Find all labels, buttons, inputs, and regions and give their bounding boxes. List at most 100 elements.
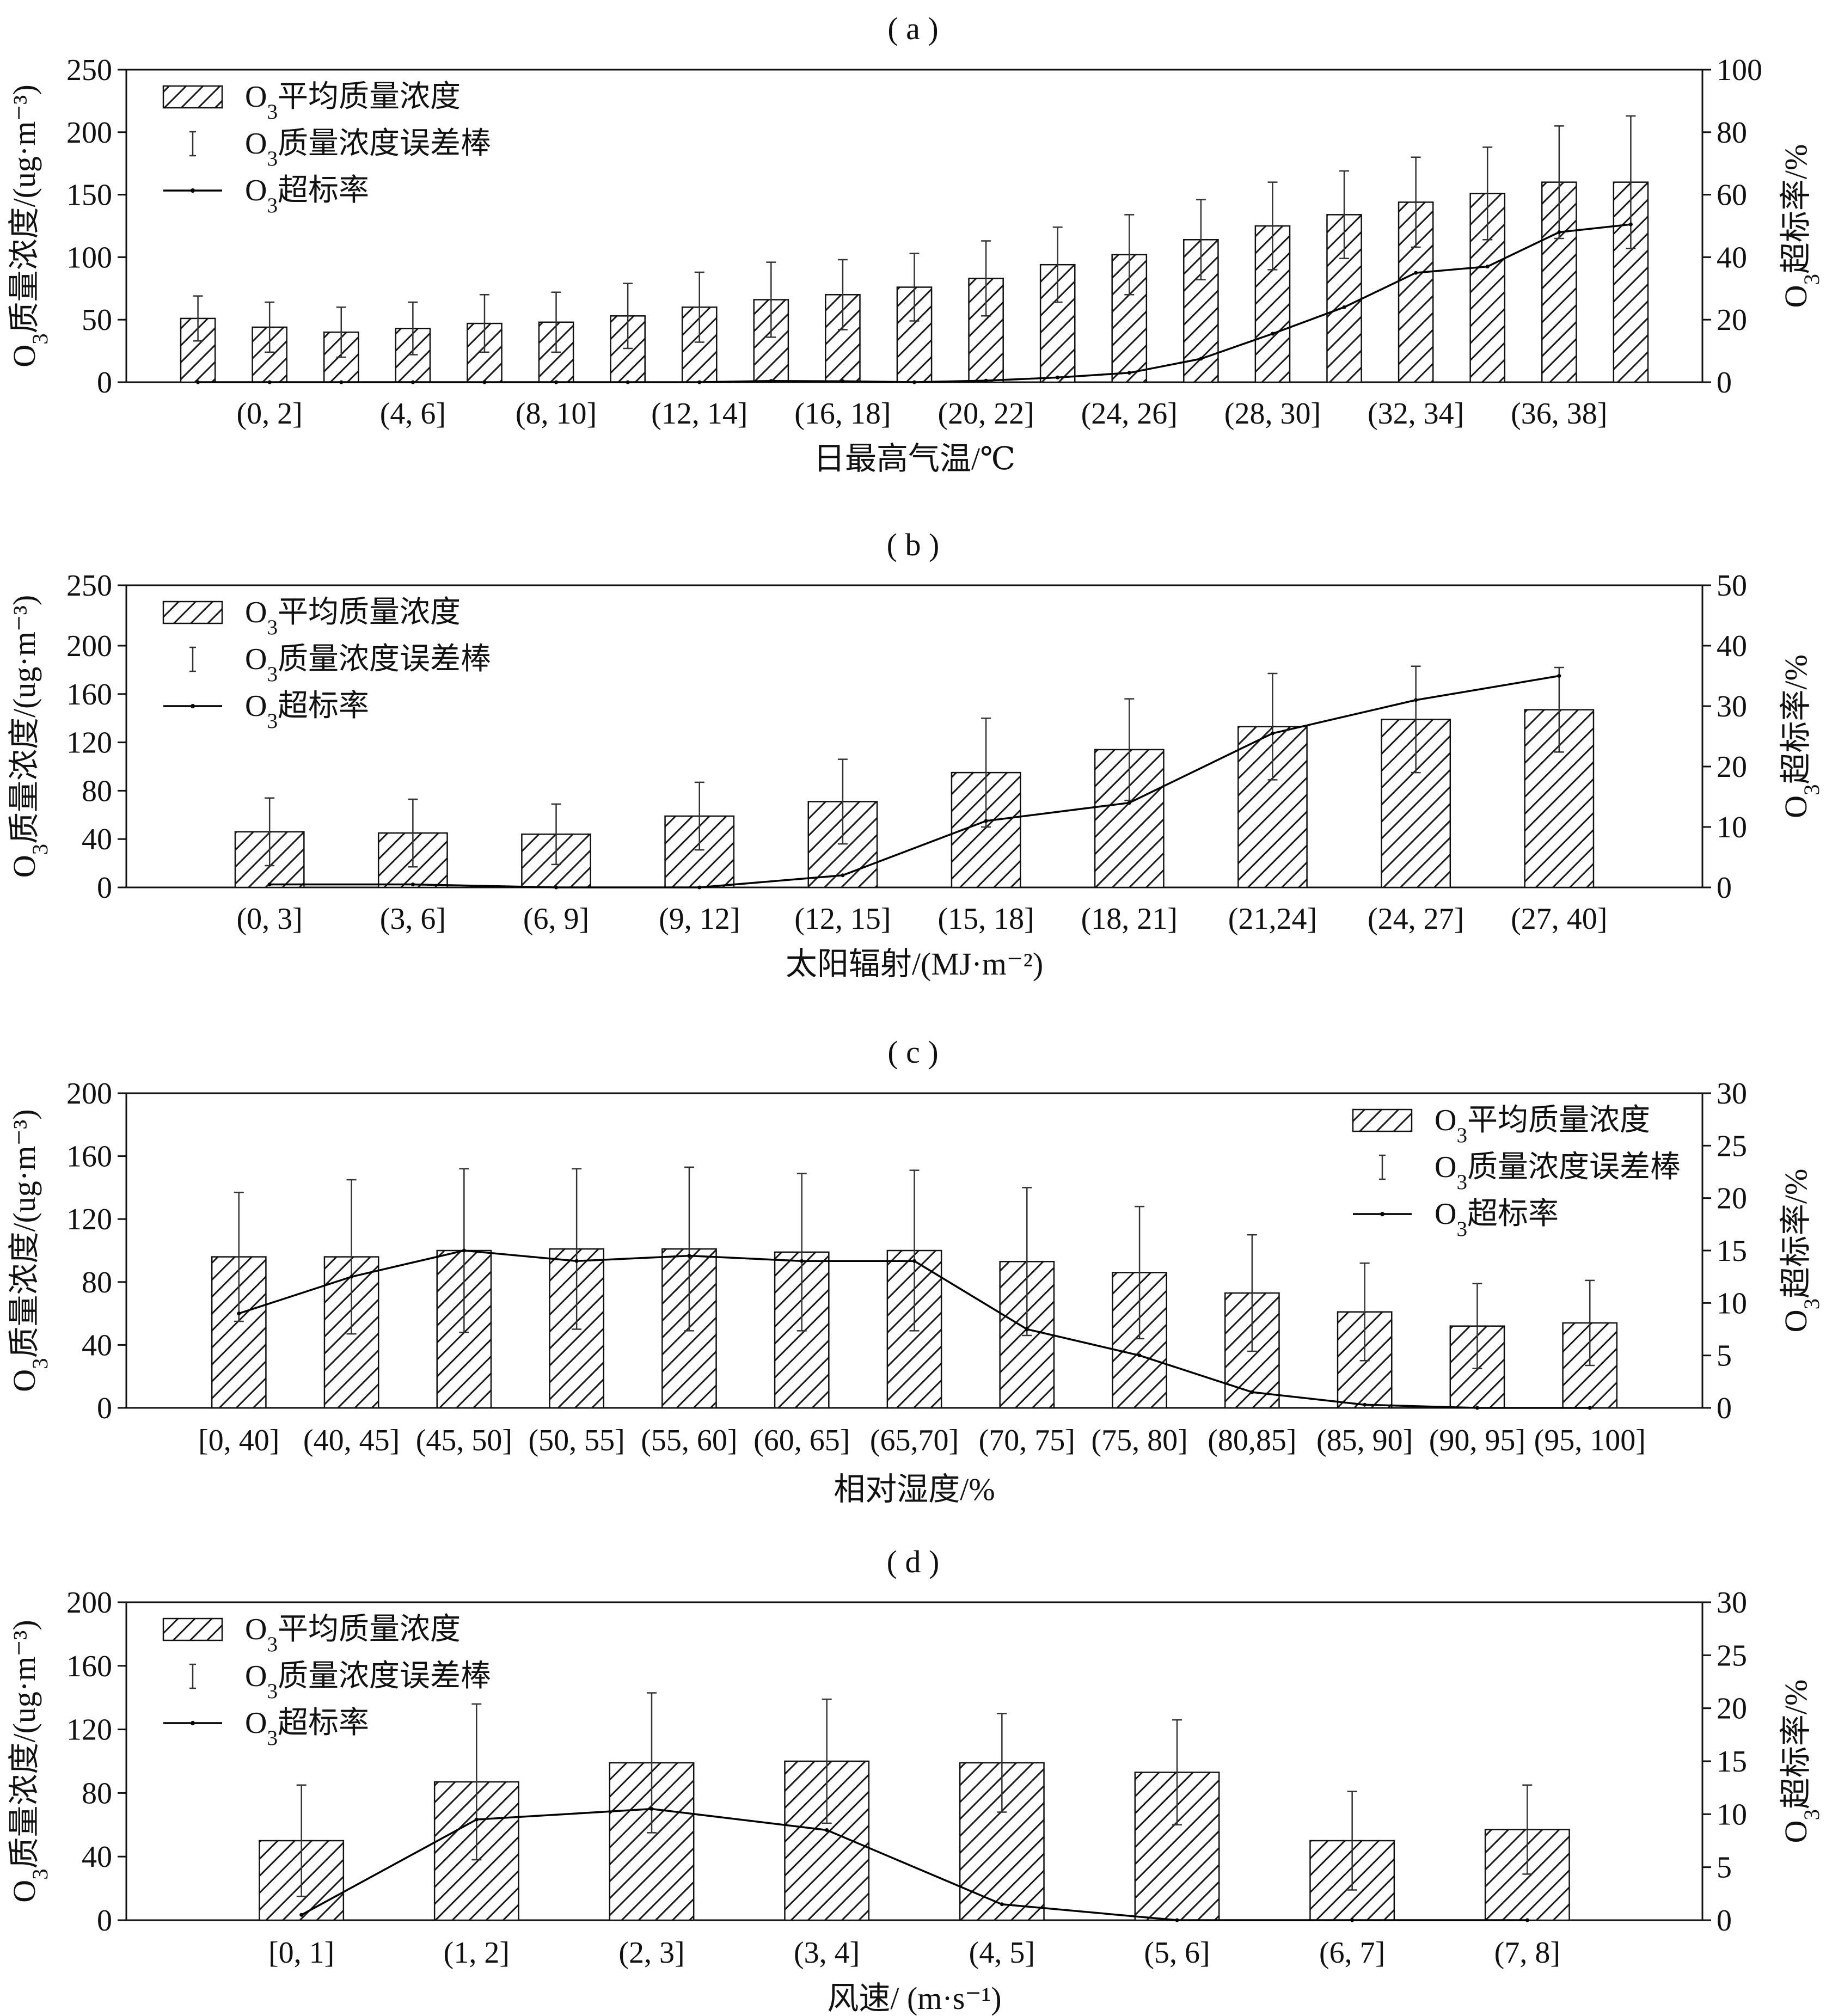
bar bbox=[1613, 181, 1649, 383]
category-label: (2, 3] bbox=[618, 1936, 684, 1970]
category-label: (3, 4] bbox=[794, 1936, 860, 1970]
legend-label: O3超标率 bbox=[245, 1706, 369, 1750]
legend-label: O3平均质量浓度 bbox=[245, 596, 461, 639]
y-tick-label: 50 bbox=[82, 303, 112, 337]
rate-point bbox=[410, 380, 415, 384]
y-tick-label: 200 bbox=[66, 116, 112, 150]
rate-point bbox=[1127, 371, 1131, 375]
y-axis-title: O3质量浓度/(ug·m⁻³) bbox=[7, 84, 52, 367]
y2-tick-label: 30 bbox=[1717, 1586, 1747, 1620]
legend-label: O3超标率 bbox=[245, 174, 369, 217]
y-tick-label: 200 bbox=[66, 629, 112, 663]
y2-tick-label: 50 bbox=[1717, 569, 1747, 603]
category-label: (40, 45] bbox=[303, 1424, 400, 1457]
rate-point bbox=[1342, 305, 1346, 309]
rate-point bbox=[1414, 698, 1418, 702]
rate-point bbox=[410, 882, 415, 886]
bar bbox=[1469, 193, 1506, 383]
rate-point bbox=[1557, 674, 1561, 678]
legend-swatch-point bbox=[191, 188, 195, 193]
category-label: (20, 22] bbox=[937, 397, 1034, 431]
category-label: (0, 3] bbox=[237, 902, 303, 936]
y-axis-title: O3质量浓度/(ug·m⁻³) bbox=[7, 1620, 52, 1902]
y-tick-label: 40 bbox=[82, 1328, 112, 1362]
rate-point bbox=[1557, 230, 1561, 234]
y-tick-label: 160 bbox=[66, 1140, 112, 1174]
category-label: (7, 8] bbox=[1494, 1936, 1560, 1970]
rate-point bbox=[912, 1259, 916, 1263]
category-label: (16, 18] bbox=[794, 397, 891, 431]
rate-point bbox=[1485, 265, 1490, 269]
x-axis-title: 太阳辐射/(MJ·m⁻²) bbox=[786, 946, 1043, 982]
rate-point bbox=[574, 1259, 579, 1263]
rate-point bbox=[462, 1248, 466, 1253]
y-tick-label: 0 bbox=[97, 871, 112, 905]
y-tick-label: 200 bbox=[66, 1077, 112, 1111]
y2-tick-label: 0 bbox=[1717, 1904, 1732, 1938]
y2-tick-label: 40 bbox=[1717, 241, 1747, 274]
chart-panel-3: ( c ) 0 40 80 120 160 200 0 5 10 15 20 25 30 [0, 40] (4… bbox=[7, 1034, 1824, 1507]
rate-point bbox=[339, 380, 344, 384]
y2-tick-label: 10 bbox=[1717, 1798, 1747, 1831]
y-tick-label: 160 bbox=[66, 1650, 112, 1683]
y2-tick-label: 10 bbox=[1717, 811, 1747, 844]
legend-label: O3质量浓度误差棒 bbox=[245, 642, 491, 686]
rate-point bbox=[841, 379, 845, 383]
rate-point bbox=[1175, 1918, 1179, 1922]
category-label: (9, 12] bbox=[659, 902, 740, 936]
y-axis-title: O3质量浓度/(ug·m⁻³) bbox=[7, 595, 52, 878]
rate-line bbox=[269, 675, 1560, 888]
rate-point bbox=[474, 1817, 479, 1822]
y-tick-label: 120 bbox=[66, 1203, 112, 1236]
rate-point bbox=[1628, 222, 1633, 226]
category-label: (50, 55] bbox=[528, 1424, 624, 1457]
category-label: (75, 80] bbox=[1091, 1424, 1187, 1457]
legend-swatch-bar bbox=[162, 85, 223, 109]
panel-label: ( c ) bbox=[887, 1034, 938, 1070]
rate-point bbox=[350, 1274, 354, 1279]
rate-point bbox=[554, 885, 559, 890]
y-tick-label: 80 bbox=[82, 1266, 112, 1300]
rate-point bbox=[626, 380, 630, 384]
rate-point bbox=[769, 379, 773, 383]
x-axis-title: 日最高气温/℃ bbox=[813, 441, 1015, 476]
y2-tick-label: 15 bbox=[1717, 1745, 1747, 1779]
x-axis-title: 风速/ (m·s⁻¹) bbox=[827, 1981, 1001, 2016]
category-label: (28, 30] bbox=[1224, 397, 1321, 431]
rate-point bbox=[984, 378, 988, 383]
category-label: (32, 34] bbox=[1368, 397, 1464, 431]
y2-tick-label: 0 bbox=[1717, 871, 1732, 905]
y2-axis-title: O3超标率/% bbox=[1778, 1169, 1824, 1333]
y2-tick-label: 15 bbox=[1717, 1234, 1747, 1268]
legend-label: O3平均质量浓度 bbox=[245, 1613, 461, 1656]
y-tick-label: 150 bbox=[66, 179, 112, 212]
y-tick-label: 40 bbox=[82, 823, 112, 856]
category-label: (70, 75] bbox=[979, 1424, 1075, 1457]
y-tick-label: 80 bbox=[82, 1776, 112, 1810]
y2-tick-label: 0 bbox=[1717, 1392, 1732, 1425]
panel-label: ( a ) bbox=[887, 11, 938, 46]
rate-point bbox=[482, 380, 487, 384]
y2-tick-label: 5 bbox=[1717, 1851, 1732, 1885]
x-axis-title: 相对湿度/% bbox=[834, 1472, 995, 1507]
y-tick-label: 0 bbox=[97, 366, 112, 400]
rate-point bbox=[687, 1254, 691, 1258]
rate-point bbox=[1588, 1406, 1592, 1410]
y2-tick-label: 25 bbox=[1717, 1639, 1747, 1672]
rate-point bbox=[1025, 1327, 1029, 1331]
category-label: (5, 6] bbox=[1144, 1936, 1210, 1970]
legend-swatch-point bbox=[1380, 1212, 1384, 1216]
y2-tick-label: 80 bbox=[1717, 116, 1747, 150]
y-tick-label: 40 bbox=[82, 1840, 112, 1874]
legend-label: O3平均质量浓度 bbox=[1435, 1104, 1650, 1147]
rate-point bbox=[1056, 375, 1060, 379]
y2-tick-label: 60 bbox=[1717, 179, 1747, 212]
category-label: (4, 5] bbox=[969, 1936, 1035, 1970]
y2-axis-title: O3超标率/% bbox=[1778, 144, 1824, 308]
y-tick-label: 120 bbox=[66, 726, 112, 760]
rate-point bbox=[912, 380, 916, 384]
rate-point bbox=[1270, 731, 1274, 736]
category-label: (45, 50] bbox=[416, 1424, 512, 1457]
